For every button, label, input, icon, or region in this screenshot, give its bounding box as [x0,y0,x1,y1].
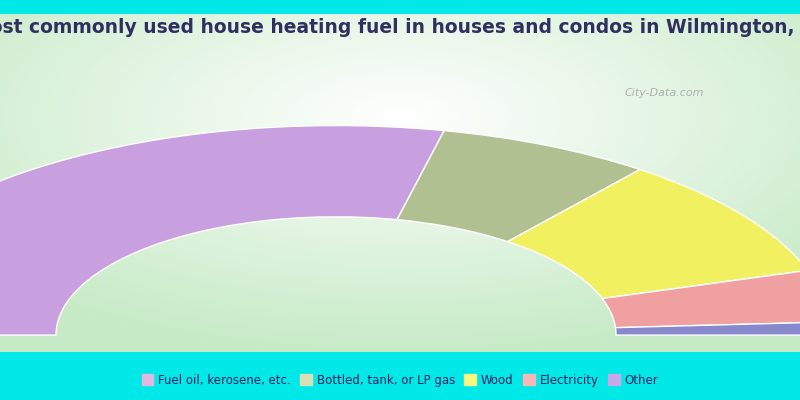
Wedge shape [397,130,640,242]
Wedge shape [602,270,800,328]
Wedge shape [0,126,444,335]
Wedge shape [508,170,800,298]
Text: City-Data.com: City-Data.com [625,88,704,98]
Legend: Fuel oil, kerosene, etc., Bottled, tank, or LP gas, Wood, Electricity, Other: Fuel oil, kerosene, etc., Bottled, tank,… [138,370,662,390]
Text: Most commonly used house heating fuel in houses and condos in Wilmington, VT: Most commonly used house heating fuel in… [0,18,800,37]
Wedge shape [615,322,800,335]
